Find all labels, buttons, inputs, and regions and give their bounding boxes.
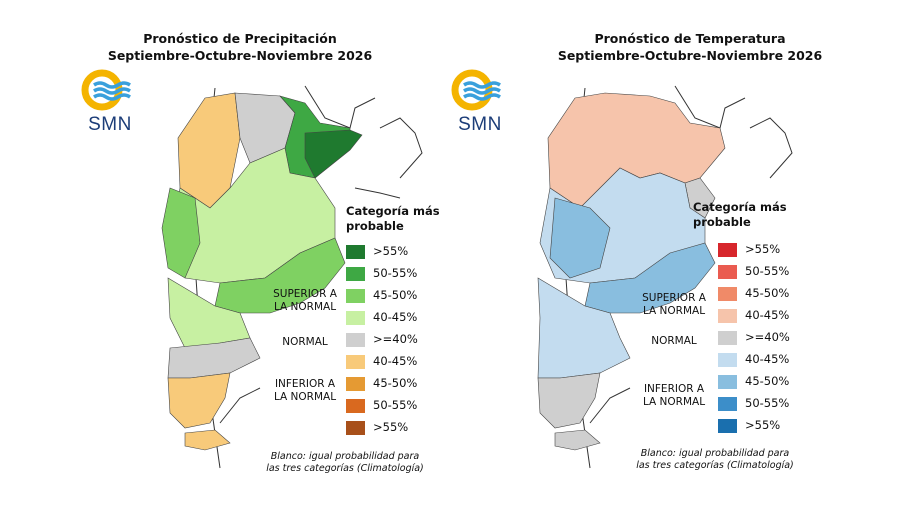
- map-region-north-patagonia: [537, 277, 631, 379]
- precipitation-map: [161, 85, 423, 469]
- legend-label: 50-55%: [745, 396, 790, 410]
- legend-swatch: [346, 311, 365, 325]
- temperature-group-normal: NORMAL: [651, 335, 697, 347]
- temperature-title-line1: Pronóstico de Temperatura: [594, 31, 786, 46]
- legend-label: >=40%: [373, 332, 418, 346]
- legend-swatch: [718, 331, 737, 345]
- temperature-legend-title-line1: Categoría más: [693, 200, 787, 214]
- temperature-group-upper: SUPERIOR A LA NORMAL: [635, 292, 713, 318]
- precipitation-group-lower: INFERIOR A LA NORMAL: [270, 378, 340, 404]
- smn-logo-text: SMN: [88, 114, 132, 135]
- legend-swatch: [346, 333, 365, 347]
- note-line1: Blanco: igual probabilidad para: [640, 448, 790, 459]
- group-upper-line2: LA NORMAL: [273, 301, 337, 313]
- note-line1: Blanco: igual probabilidad para: [270, 451, 420, 462]
- legend-label: 45-50%: [373, 288, 418, 302]
- legend-label: 40-45%: [373, 310, 418, 324]
- map-region-tierra-del-fuego: [184, 429, 231, 451]
- legend-label: >55%: [373, 420, 409, 434]
- smn-sun-waves-icon: [81, 69, 131, 111]
- precipitation-group-normal: NORMAL: [282, 336, 328, 348]
- legend-label: 40-45%: [745, 352, 790, 366]
- map-region-central: [169, 147, 336, 284]
- map-region-chubut: [167, 337, 261, 379]
- legend-label: >=40%: [745, 330, 790, 344]
- group-upper-line1: SUPERIOR A: [642, 292, 706, 304]
- group-lower-line1: INFERIOR A: [274, 378, 336, 390]
- map-region-cuyo: [549, 197, 611, 279]
- legend-swatch: [346, 267, 365, 281]
- precipitation-title-line2: Septiembre-Octubre-Noviembre 2026: [107, 48, 373, 63]
- temperature-legend-title-line2: probable: [693, 215, 751, 229]
- note-line2: las tres categorías (Climatología): [636, 460, 794, 471]
- legend-swatch: [346, 421, 365, 435]
- temperature-legend-title: Categoría más probable: [693, 200, 787, 230]
- temperature-map: [537, 85, 793, 469]
- group-upper-line2: LA NORMAL: [642, 305, 706, 317]
- smn-logo: SMN: [80, 68, 160, 138]
- smn-sun-waves-icon: [451, 69, 501, 111]
- legend-label: 50-55%: [373, 398, 418, 412]
- temperature-panel: Pronóstico de Temperatura Septiembre-Oct…: [450, 0, 900, 505]
- smn-logo-text: SMN: [458, 114, 502, 135]
- precipitation-panel: Pronóstico de Precipitación Septiembre-O…: [60, 30, 440, 475]
- legend-label: >55%: [373, 244, 409, 258]
- precipitation-group-upper: SUPERIOR A LA NORMAL: [270, 288, 340, 314]
- precipitation-title: Pronóstico de Precipitación Septiembre-O…: [60, 30, 420, 64]
- map-region-santa-cruz: [537, 372, 601, 429]
- precipitation-note: Blanco: igual probabilidad para las tres…: [255, 451, 435, 475]
- temperature-note: Blanco: igual probabilidad para las tres…: [625, 448, 805, 472]
- legend-label: 40-45%: [745, 308, 790, 322]
- note-line2: las tres categorías (Climatología): [266, 463, 424, 474]
- map-region-santa-cruz: [167, 372, 231, 429]
- group-lower-line2: LA NORMAL: [642, 396, 706, 408]
- temperature-group-lower: INFERIOR A LA NORMAL: [635, 383, 713, 409]
- legend-swatch: [718, 375, 737, 389]
- precipitation-legend-title-line2: probable: [346, 219, 404, 233]
- legend-swatch: [718, 353, 737, 367]
- legend-swatch: [346, 289, 365, 303]
- legend-swatch: [718, 309, 737, 323]
- group-upper-line1: SUPERIOR A: [273, 288, 337, 300]
- legend-swatch: [718, 265, 737, 279]
- map-region-misiones: [304, 129, 363, 179]
- legend-swatch: [718, 397, 737, 411]
- smn-logo: SMN: [450, 68, 530, 138]
- legend-swatch: [346, 245, 365, 259]
- legend-label: >55%: [745, 418, 781, 432]
- legend-label: 40-45%: [373, 354, 418, 368]
- legend-label: 50-55%: [373, 266, 418, 280]
- legend-swatch: [346, 377, 365, 391]
- legend-swatch: [718, 419, 737, 433]
- precipitation-title-line1: Pronóstico de Precipitación: [143, 31, 337, 46]
- legend-label: >55%: [745, 242, 781, 256]
- legend-label: 45-50%: [745, 286, 790, 300]
- legend-swatch: [718, 243, 737, 257]
- temperature-title-line2: Septiembre-Octubre-Noviembre 2026: [557, 48, 823, 63]
- group-lower-line1: INFERIOR A: [643, 383, 705, 395]
- legend-swatch: [346, 355, 365, 369]
- map-region-tierra-del-fuego: [554, 429, 601, 451]
- map-region-cuyo: [161, 187, 201, 279]
- legend-label: 45-50%: [373, 376, 418, 390]
- precipitation-legend-title-line1: Categoría más: [346, 204, 440, 218]
- legend-label: 45-50%: [745, 374, 790, 388]
- group-lower-line2: LA NORMAL: [273, 391, 337, 403]
- legend-label: 50-55%: [745, 264, 790, 278]
- legend-swatch: [718, 287, 737, 301]
- legend-swatch: [346, 399, 365, 413]
- precipitation-legend-title: Categoría más probable: [346, 204, 440, 234]
- temperature-title: Pronóstico de Temperatura Septiembre-Oct…: [510, 30, 870, 64]
